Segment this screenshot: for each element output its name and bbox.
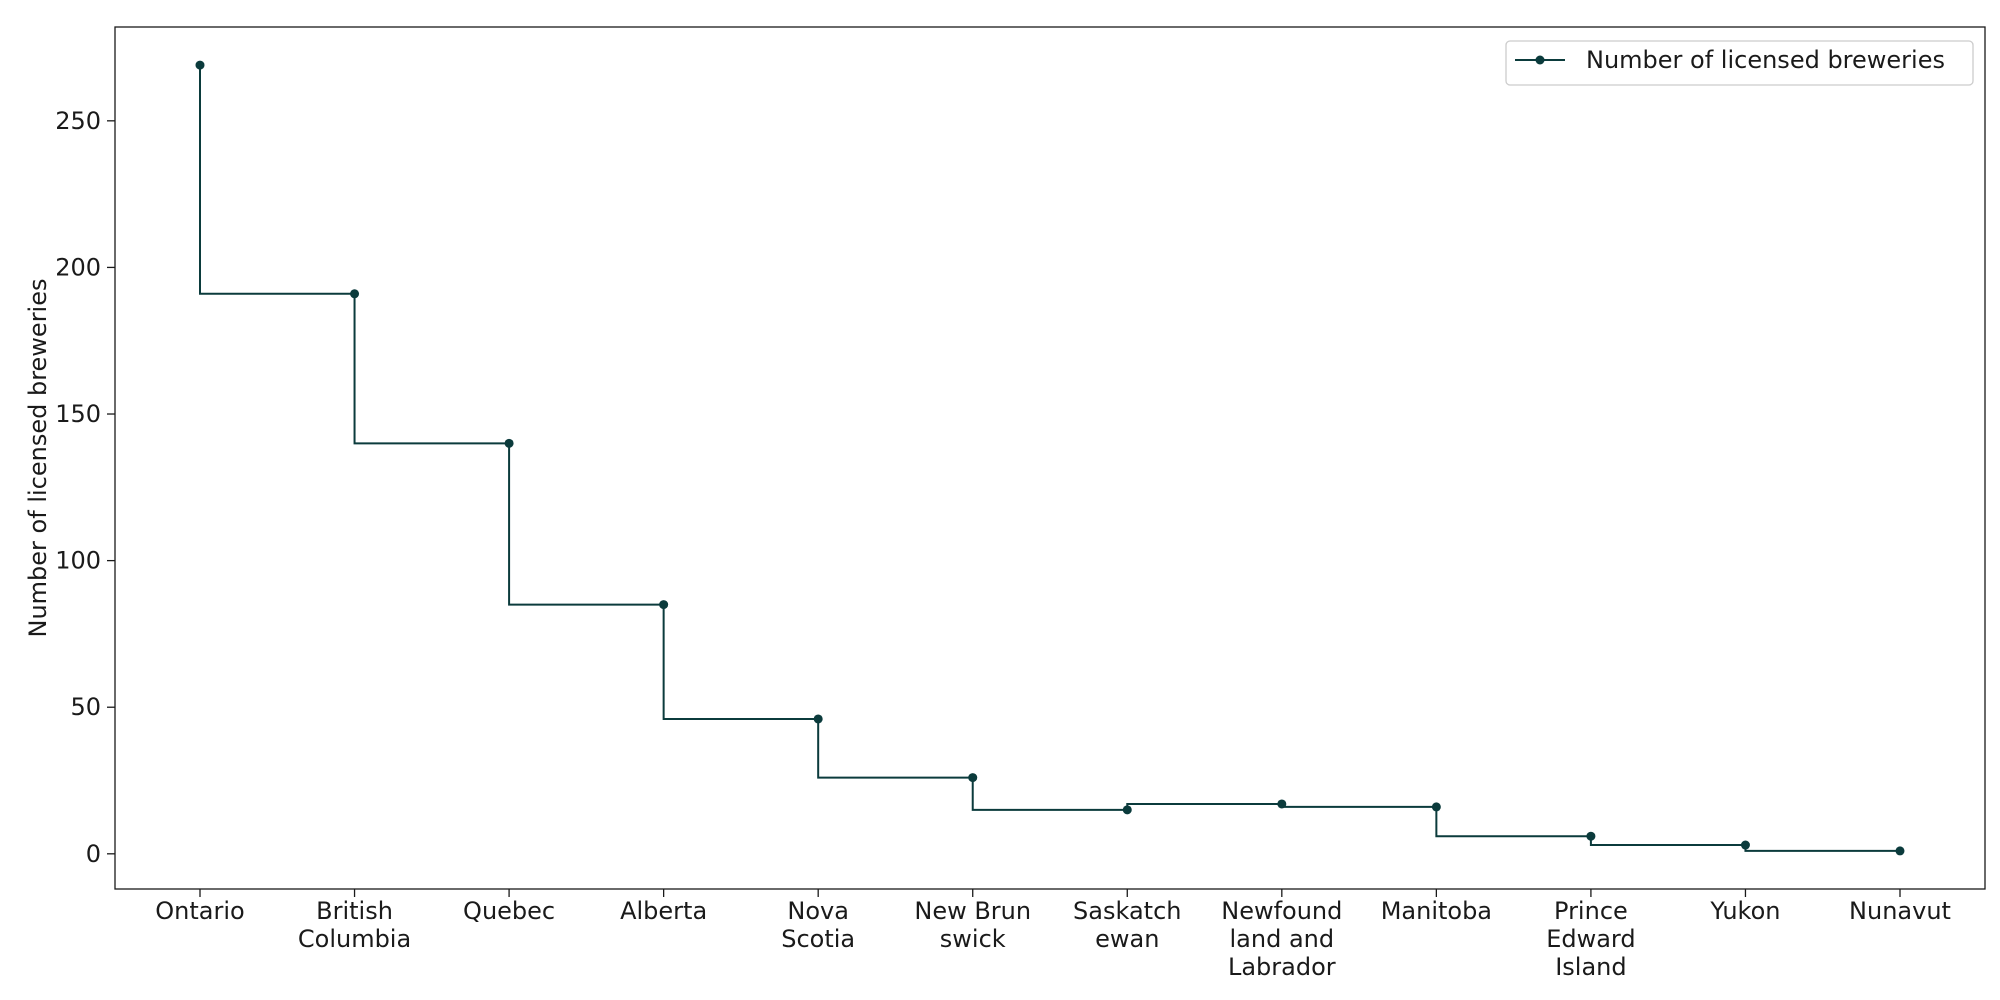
legend-box xyxy=(1505,40,1974,86)
y-axis-title: Number of licensed breweries xyxy=(24,279,52,638)
x-tick-label-line: New Brun xyxy=(914,897,1031,925)
y-tick-label: 0 xyxy=(86,840,101,868)
x-tick-label-line: Ontario xyxy=(155,897,244,925)
x-tick-label: Nunavut xyxy=(1849,897,1951,925)
x-tick-label: Ontario xyxy=(155,897,244,925)
x-tick-label-line: swick xyxy=(940,925,1006,953)
data-point xyxy=(1431,802,1441,812)
x-tick-label-line: Prince xyxy=(1554,897,1628,925)
legend-point-marker xyxy=(1535,55,1545,65)
series-layer xyxy=(195,60,1905,856)
y-tick-label: 250 xyxy=(55,107,101,135)
x-tick-label-line: Yukon xyxy=(1709,897,1780,925)
x-tick-label-line: Quebec xyxy=(463,897,555,925)
x-tick-label: Saskatch ewan xyxy=(1073,897,1181,953)
x-tick-label-line: Nunavut xyxy=(1849,897,1951,925)
x-tick-label: Manitoba xyxy=(1381,897,1492,925)
y-tick-label: 150 xyxy=(55,400,101,428)
x-tick-label-line: British xyxy=(316,897,393,925)
data-point xyxy=(813,714,823,724)
data-point xyxy=(195,60,205,70)
x-tick-label-line: land and xyxy=(1230,925,1335,953)
x-tick-label-line: Island xyxy=(1555,953,1626,981)
data-point xyxy=(350,289,360,299)
data-point xyxy=(968,773,978,783)
plot-area xyxy=(114,26,1986,890)
data-point xyxy=(1122,805,1132,815)
y-tick-label: 200 xyxy=(55,253,101,281)
x-tick-label-line: Edward xyxy=(1546,925,1635,953)
x-tick-label: Prince Edward Island xyxy=(1546,897,1635,981)
data-point xyxy=(1895,846,1905,856)
x-tick-label: Nova Scotia xyxy=(781,897,855,953)
x-tick-label-line: Alberta xyxy=(620,897,707,925)
data-point xyxy=(659,600,669,610)
y-tick-label: 100 xyxy=(55,547,101,575)
x-tick-label-line: Manitoba xyxy=(1381,897,1492,925)
x-tick-label-line: Labrador xyxy=(1228,953,1336,981)
x-tick-label-line: Scotia xyxy=(781,925,855,953)
x-tick-label: British Columbia xyxy=(298,897,411,953)
x-tick-label-line: ewan xyxy=(1095,925,1159,953)
x-tick-label-line: Saskatch xyxy=(1073,897,1181,925)
x-tick-label-line: Newfound xyxy=(1221,897,1342,925)
x-tick-label: Alberta xyxy=(620,897,707,925)
data-point xyxy=(1586,831,1596,841)
x-tick-label: New Brun swick xyxy=(914,897,1031,953)
x-tick-label: Newfound land and Labrador xyxy=(1221,897,1342,981)
data-point xyxy=(1277,799,1287,809)
x-tick-label-line: Columbia xyxy=(298,925,411,953)
legend: Number of licensed breweries xyxy=(1505,40,1974,86)
data-point xyxy=(1740,840,1750,850)
data-point xyxy=(504,438,514,448)
legend-label: Number of licensed breweries xyxy=(1586,46,1945,74)
x-tick-label-line: Nova xyxy=(787,897,849,925)
y-tick-label: 50 xyxy=(70,693,101,721)
x-tick-label: Quebec xyxy=(463,897,555,925)
x-tick-label: Yukon xyxy=(1709,897,1780,925)
y-axis: 0 50 100 150 200 250 xyxy=(55,107,115,868)
